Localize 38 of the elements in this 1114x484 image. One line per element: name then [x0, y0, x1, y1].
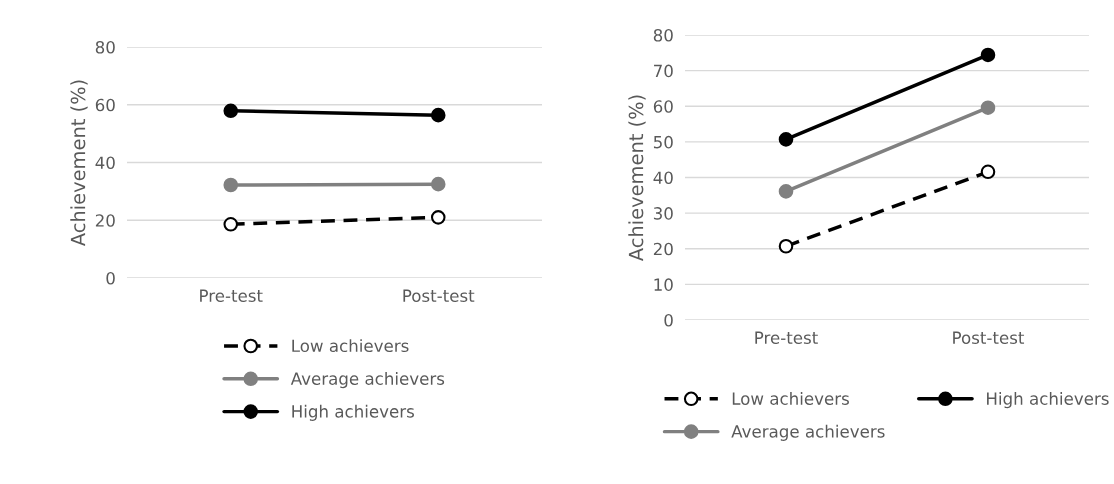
point [778, 238, 794, 254]
point [223, 217, 239, 232]
point [980, 47, 996, 63]
y-tick-label: 70 [654, 64, 673, 78]
point [430, 107, 446, 123]
x-tick-label: Pre-test [200, 289, 263, 303]
y-tick-label: 0 [106, 271, 115, 285]
legend-label: High achievers [292, 404, 414, 421]
point [223, 177, 239, 193]
point [980, 164, 996, 180]
x-tick-label: Post-test [953, 331, 1025, 345]
point [223, 103, 239, 119]
legend-label: High achievers [987, 392, 1109, 409]
y-axis-title: Achievement (%) [628, 95, 646, 262]
y-tick-label: 50 [653, 135, 673, 149]
y-axis-title: Achievement (%) [70, 80, 88, 247]
y-tick-label: 20 [653, 242, 673, 256]
point [430, 176, 446, 192]
y-tick-label: 80 [653, 28, 673, 42]
y-tick-label: 10 [654, 278, 673, 291]
y-tick-label: 20 [95, 214, 115, 227]
y-tick-label: 30 [653, 207, 673, 220]
x-tick-label: Pre-test [755, 331, 818, 345]
legend-label: Average achievers [731, 424, 885, 441]
legend-label: Average achievers [290, 372, 445, 389]
y-tick-label: 60 [653, 100, 673, 113]
point [980, 100, 996, 115]
legend-label: Low achievers [732, 392, 849, 405]
x-tick-label: Post-test [403, 289, 475, 303]
point [778, 132, 794, 147]
y-tick-label: 40 [653, 171, 673, 185]
y-tick-label: 60 [95, 98, 115, 112]
y-tick-label: 40 [95, 156, 115, 170]
y-tick-label: 80 [95, 40, 115, 54]
point [778, 184, 794, 199]
point [430, 210, 446, 225]
y-tick-label: 0 [664, 313, 673, 327]
legend-label: Low achievers [292, 339, 409, 353]
